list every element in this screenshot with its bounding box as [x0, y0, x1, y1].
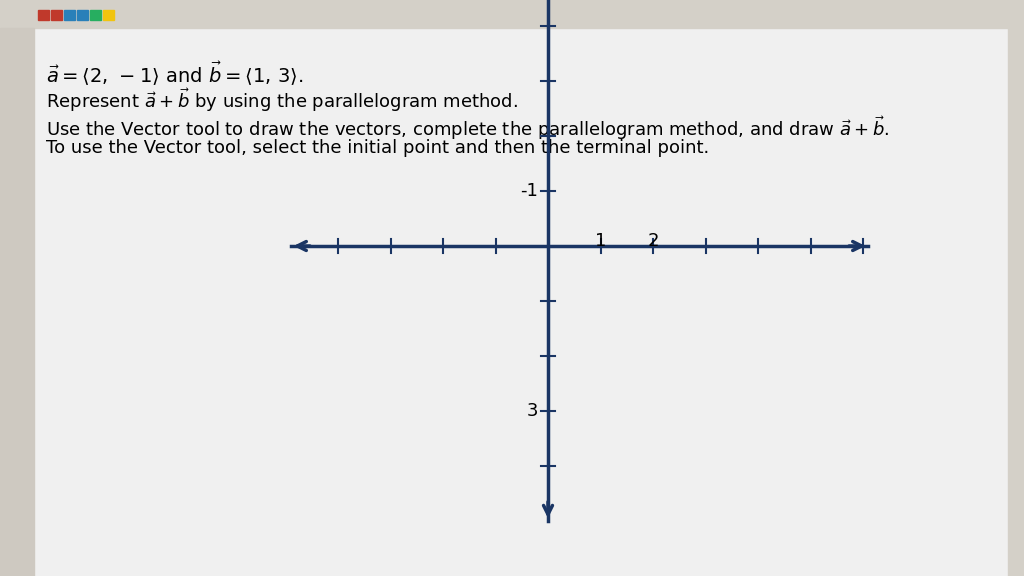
Text: 2: 2: [647, 232, 658, 250]
Text: To use the Vector tool, select the initial point and then the terminal point.: To use the Vector tool, select the initi…: [46, 139, 710, 157]
Bar: [0, 0, 1024, 28]
Text: 1: 1: [595, 232, 606, 250]
Text: Represent $\vec{a} + \vec{b}$ by using the parallelogram method.: Represent $\vec{a} + \vec{b}$ by using t…: [46, 86, 518, 114]
Bar: [63, 10, 75, 20]
Text: Use the Vector tool to draw the vectors, complete the parallelogram method, and : Use the Vector tool to draw the vectors,…: [46, 114, 890, 142]
Bar: [77, 10, 88, 20]
Bar: [103, 10, 114, 20]
Bar: [51, 10, 62, 20]
Text: $\vec{a} = \langle 2,\,-1\rangle$ and $\vec{b} = \langle 1,\,3\rangle.$: $\vec{a} = \langle 2,\,-1\rangle$ and $\…: [46, 60, 304, 88]
Bar: [1008, 0, 1024, 576]
Text: 3: 3: [526, 402, 538, 420]
Bar: [38, 10, 49, 20]
Text: -1: -1: [520, 182, 538, 200]
Bar: [90, 10, 101, 20]
Bar: [0, 28, 34, 576]
